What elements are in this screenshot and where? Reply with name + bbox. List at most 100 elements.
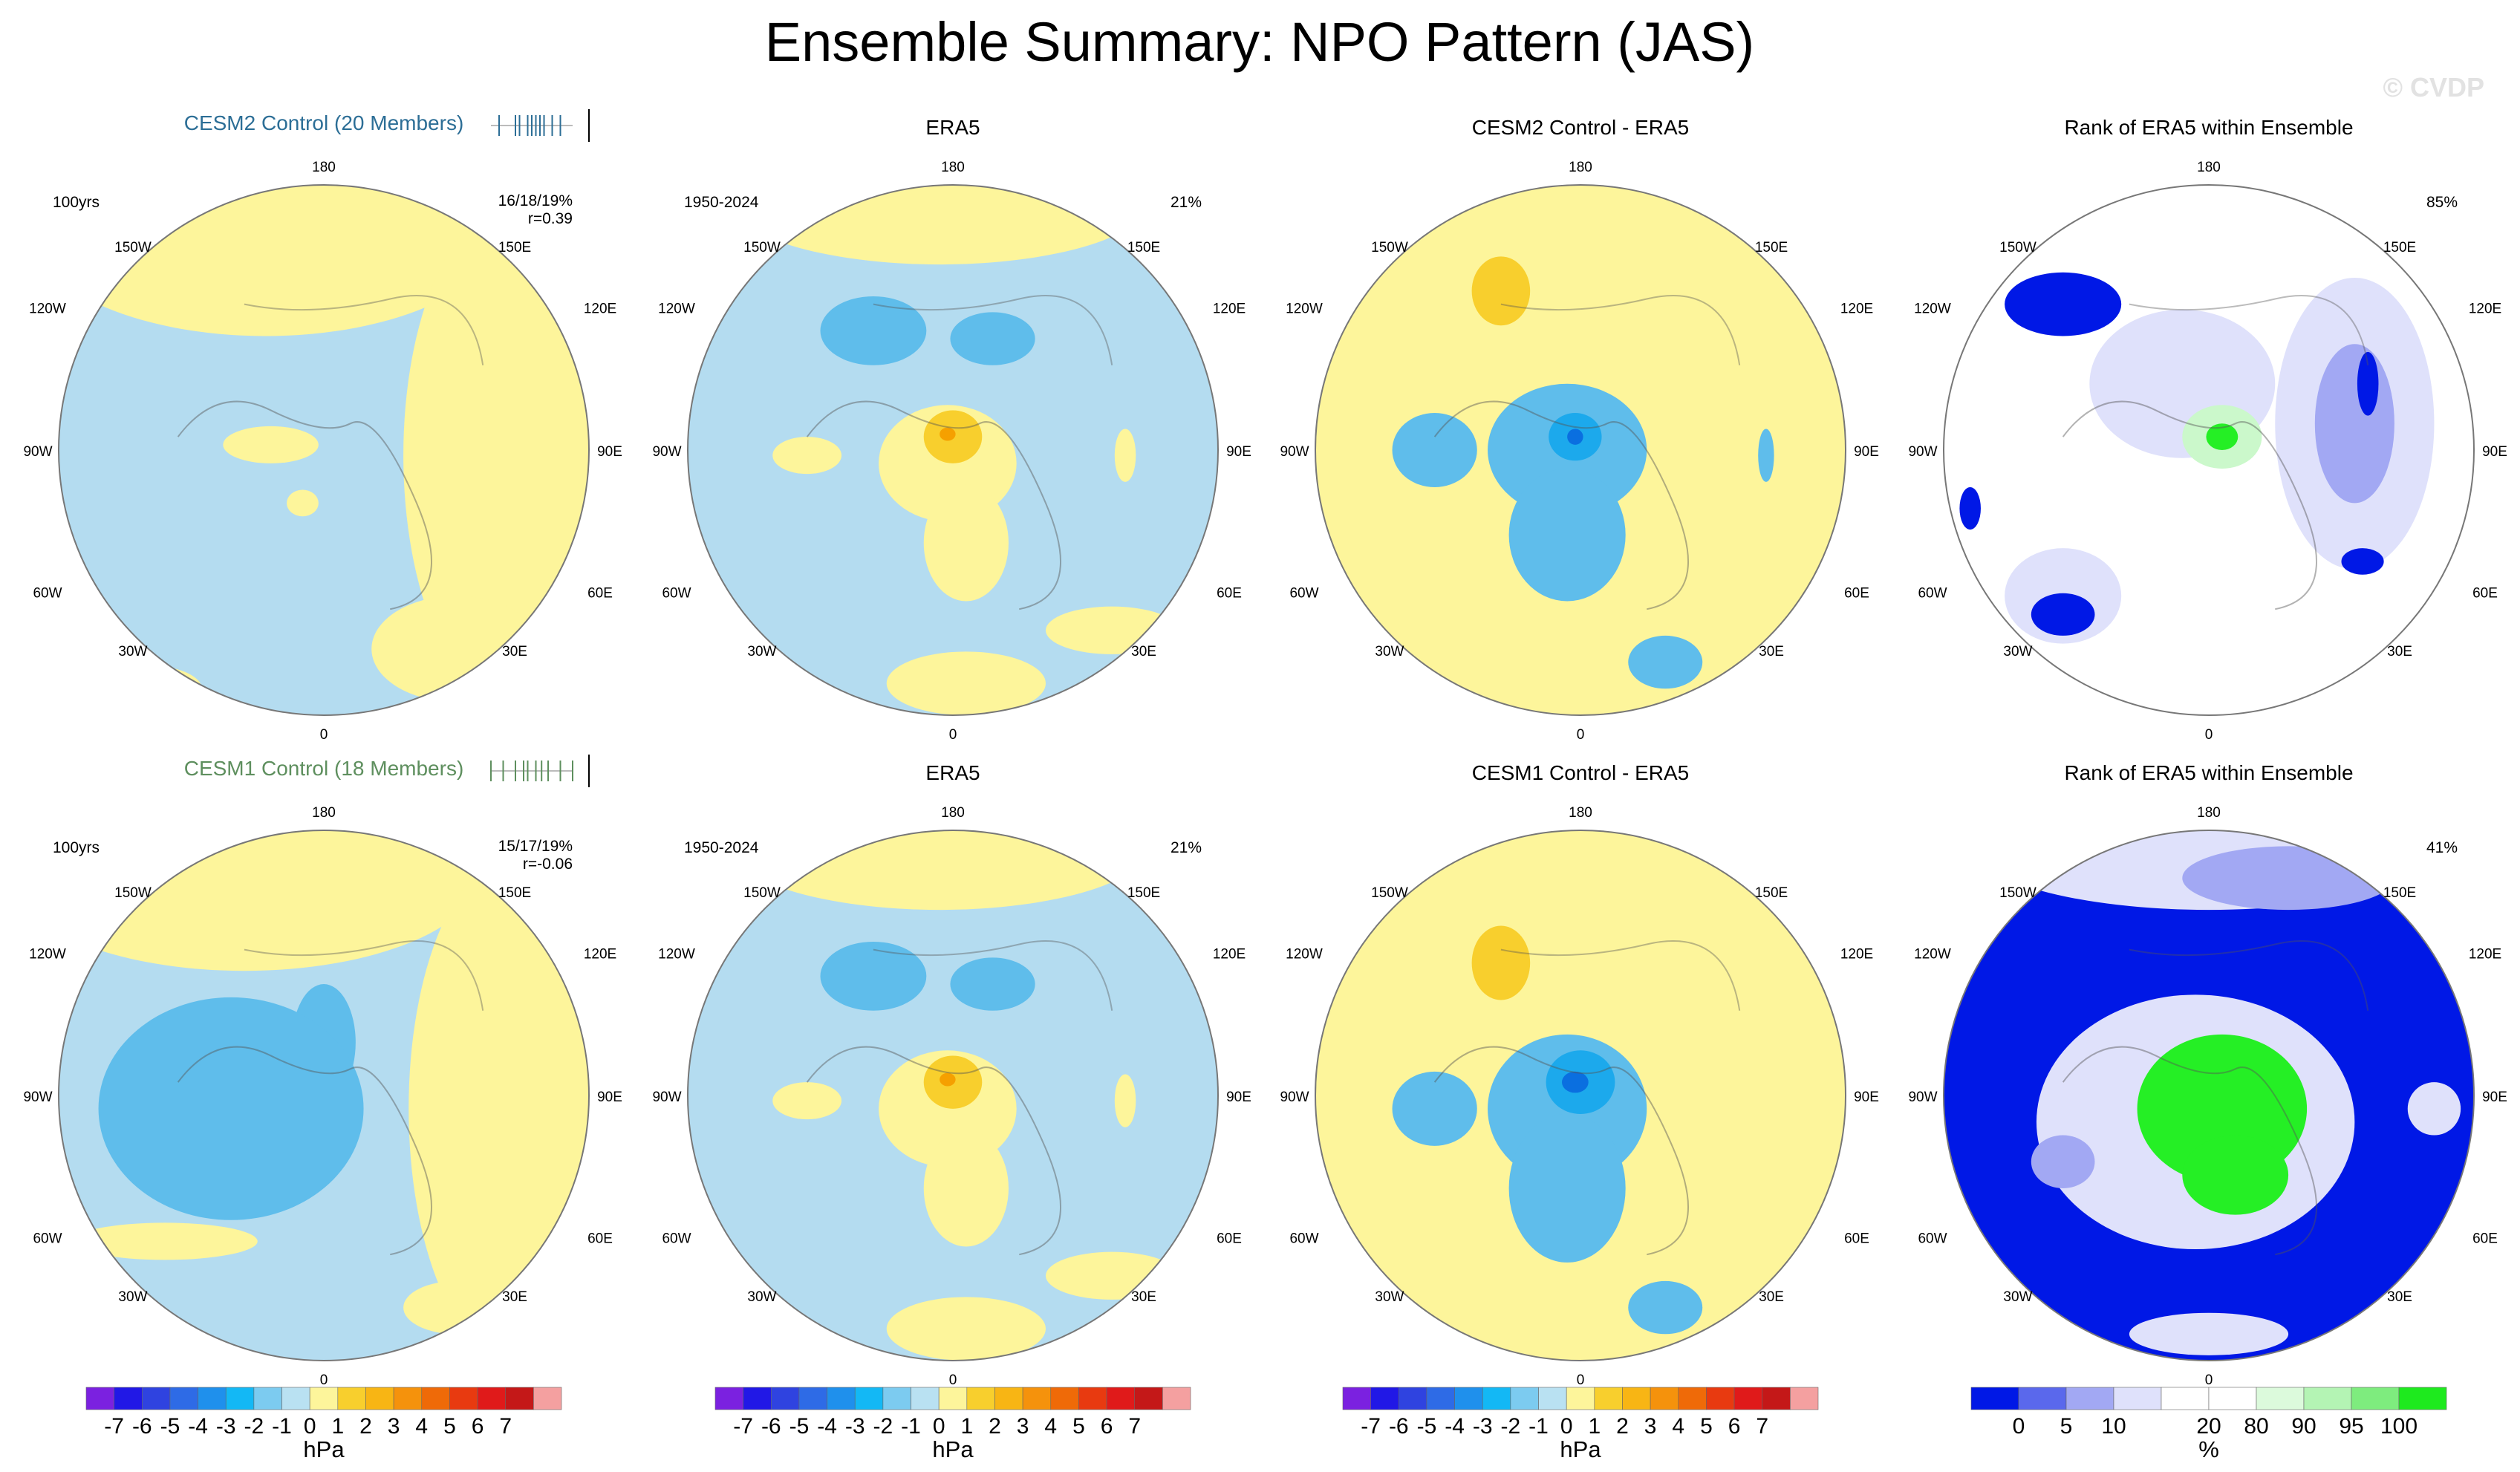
colorbar-swatch [253, 1387, 282, 1410]
map-contour-region [772, 1082, 842, 1120]
colorbar-tick-label: -5 [789, 1414, 810, 1439]
colorbar-swatch [2351, 1387, 2400, 1410]
colorbar-unit: hPa [303, 1436, 345, 1462]
lon-label-30e: 30E [1759, 644, 1784, 660]
map-contour-region [1508, 468, 1626, 602]
lon-label-30e: 30E [1759, 1289, 1784, 1305]
colorbar-tick-label: 2 [1616, 1414, 1629, 1439]
lon-label-60e: 60E [587, 1231, 613, 1247]
colorbar-tick-label: 7 [499, 1414, 512, 1439]
lon-label-120w: 120W [658, 302, 695, 317]
colorbar-tick-label: -2 [244, 1414, 264, 1439]
colorbar-swatch [854, 1387, 884, 1410]
obs-title: ERA5 [925, 761, 980, 784]
colorbar-swatch [2303, 1387, 2352, 1410]
colorbar-tick-label: 6 [1728, 1414, 1741, 1439]
lon-label-120e: 120E [584, 947, 616, 963]
diff-title: CESM2 Control - ERA5 [1472, 116, 1690, 139]
map-contour-region [2182, 1135, 2289, 1215]
lon-label-0: 0 [949, 1372, 957, 1388]
map-border [1315, 830, 1846, 1361]
lon-label-90w: 90W [1908, 444, 1937, 460]
map-contour-region [223, 426, 319, 463]
colorbar-tick-label: 1 [331, 1414, 344, 1439]
obs-variance-label: 21% [1171, 839, 1202, 856]
lon-label-60w: 60W [33, 1231, 62, 1247]
colorbar-swatch [994, 1387, 1023, 1410]
map-contour-region [940, 1072, 956, 1087]
lon-label-60e: 60E [1217, 1231, 1242, 1247]
lon-label-60e: 60E [1217, 586, 1242, 602]
colorbar-tick-label: 20 [2196, 1414, 2221, 1439]
coastline [2062, 400, 2317, 610]
lon-label-90w: 90W [1280, 1090, 1309, 1105]
colorbar-swatch [2398, 1387, 2447, 1410]
map-contour-region [2182, 846, 2394, 911]
map-contour-region [1471, 256, 1531, 326]
lon-label-30e: 30E [2387, 1289, 2412, 1305]
lon-label-0: 0 [1577, 727, 1585, 743]
colorbar-swatch [1162, 1387, 1191, 1410]
lon-label-90e: 90E [1854, 1090, 1879, 1105]
map-contour-region [727, 830, 1152, 911]
colorbar-unit: % [2198, 1436, 2219, 1462]
lon-label-150e: 150E [498, 240, 531, 255]
map-field [1944, 185, 2474, 715]
colorbar-swatch [309, 1387, 339, 1410]
coastline [244, 940, 484, 1011]
map-contour-region [2206, 423, 2239, 451]
coastline [177, 400, 432, 610]
lon-label-150w: 150W [743, 885, 781, 901]
map-contour-region [1628, 635, 1703, 689]
colorbar-swatch [225, 1387, 255, 1410]
lon-label-150w: 150W [743, 240, 781, 255]
colorbar-tick-label: -4 [817, 1414, 837, 1439]
colorbar-tick-label: -4 [1445, 1414, 1465, 1439]
coastline [1500, 295, 1741, 365]
lon-label-30w: 30W [747, 644, 776, 660]
map-contour-region [85, 665, 202, 713]
map-contour-region [287, 489, 319, 517]
lon-label-0: 0 [320, 727, 328, 743]
map-contour-region [1471, 925, 1531, 1000]
colorbar-swatch [911, 1387, 940, 1410]
obs-variance-label: 21% [1171, 194, 1202, 211]
lon-label-60e: 60E [2472, 1231, 2498, 1247]
coastline [1500, 940, 1741, 1011]
colorbar-swatch [1970, 1387, 2019, 1410]
figure-title: Ensemble Summary: NPO Pattern (JAS) [765, 11, 1754, 73]
map-contour-region [1045, 606, 1179, 654]
panel-r2-c4: 180 150W 150E 120W 120E 90W 90E 60W 60E 30W 30E 0 Ra… [1908, 761, 2507, 1388]
colorbar-swatch [1482, 1387, 1511, 1410]
map-contour-region [2357, 351, 2379, 416]
colorbar-swatch [169, 1387, 198, 1410]
colorbar-swatch [2065, 1387, 2114, 1410]
colorbar-swatch [1566, 1387, 1595, 1410]
model-title: CESM2 Control (20 Members) [184, 111, 464, 134]
lon-label-120e: 120E [2469, 302, 2501, 317]
colorbar-tick-label: 5 [2060, 1414, 2073, 1439]
map-contour-region [2341, 548, 2384, 575]
lon-label-150w: 150W [114, 240, 152, 255]
colorbar-swatch [505, 1387, 534, 1410]
lon-label-150e: 150E [2383, 240, 2416, 255]
lon-label-150e: 150E [1127, 885, 1160, 901]
map-field [1315, 830, 1846, 1361]
correlation-label: r=-0.06 [523, 856, 573, 873]
map-border [1943, 830, 2475, 1361]
lon-label-120w: 120W [1914, 302, 1951, 317]
map-contour-region [59, 185, 504, 336]
rank-pct-label: 41% [2426, 839, 2458, 856]
colorbar-swatch [393, 1387, 423, 1410]
map-contour-region [1562, 1071, 1589, 1093]
colorbar-swatch [1370, 1387, 1399, 1410]
panel-r2-c1: 180 150W 150E 120W 120E 90W 90E 60W 60E 30W 30E 0 CE… [23, 755, 622, 1388]
colorbar-swatch [966, 1387, 995, 1410]
lon-label-180: 180 [1569, 805, 1592, 821]
lon-label-60e: 60E [587, 586, 613, 602]
colorbar-swatch [1594, 1387, 1623, 1410]
map-field [688, 185, 1218, 715]
lon-label-30w: 30W [747, 1289, 776, 1305]
